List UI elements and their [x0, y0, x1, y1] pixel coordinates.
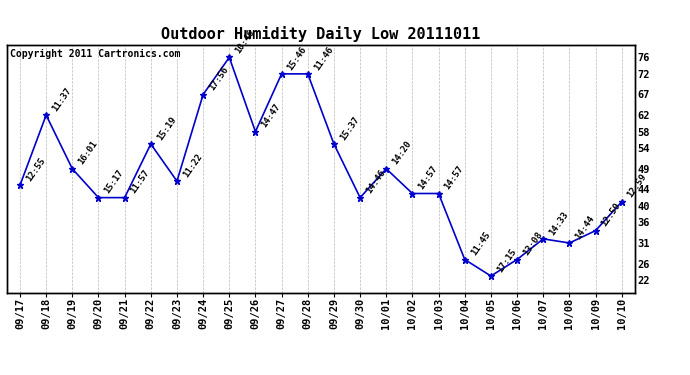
Text: 15:17: 15:17 — [103, 168, 126, 195]
Text: 11:46: 11:46 — [312, 45, 335, 72]
Text: 16:01: 16:01 — [77, 140, 99, 166]
Text: 14:47: 14:47 — [259, 102, 282, 129]
Text: 11:37: 11:37 — [50, 86, 73, 113]
Text: 10:46: 10:46 — [233, 28, 256, 55]
Text: 12:55: 12:55 — [24, 156, 47, 183]
Text: 12:59: 12:59 — [626, 172, 649, 200]
Text: 14:20: 14:20 — [391, 140, 413, 166]
Text: 11:22: 11:22 — [181, 152, 204, 179]
Title: Outdoor Humidity Daily Low 20111011: Outdoor Humidity Daily Low 20111011 — [161, 27, 480, 42]
Text: 17:56: 17:56 — [207, 65, 230, 92]
Text: 15:19: 15:19 — [155, 115, 178, 142]
Text: 14:57: 14:57 — [443, 164, 466, 191]
Text: 15:46: 15:46 — [286, 45, 308, 72]
Text: 11:57: 11:57 — [129, 168, 152, 195]
Text: 15:37: 15:37 — [338, 115, 361, 142]
Text: 11:45: 11:45 — [469, 230, 492, 257]
Text: 12:50: 12:50 — [600, 201, 622, 228]
Text: 14:33: 14:33 — [547, 210, 570, 237]
Text: 13:08: 13:08 — [521, 230, 544, 257]
Text: 14:57: 14:57 — [417, 164, 440, 191]
Text: 14:44: 14:44 — [573, 214, 596, 241]
Text: 17:15: 17:15 — [495, 247, 518, 274]
Text: Copyright 2011 Cartronics.com: Copyright 2011 Cartronics.com — [10, 49, 180, 59]
Text: 14:46: 14:46 — [364, 168, 387, 195]
